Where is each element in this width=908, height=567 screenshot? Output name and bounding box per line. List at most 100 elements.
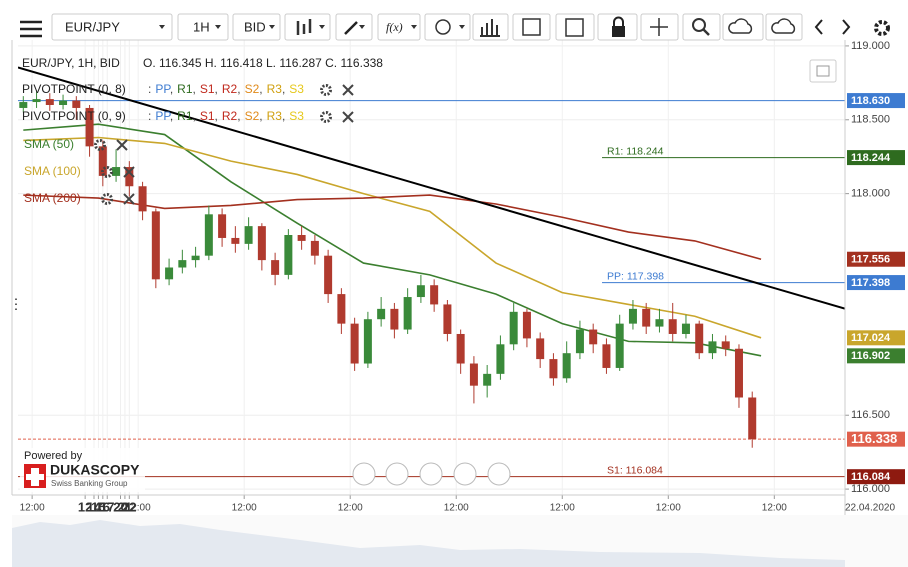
fullscreen-button[interactable] xyxy=(809,59,837,83)
candle-body xyxy=(191,255,200,261)
y-tick-label: 116.000 xyxy=(851,483,890,495)
pivot-level-label: S1: 116.084 xyxy=(607,464,663,476)
candle-body xyxy=(45,99,54,105)
settings-icon[interactable] xyxy=(101,193,113,205)
legend: PIVOTPOINT (0, 8): PP, R1, S1, R2, S2, R3, S3PI… xyxy=(22,82,354,205)
toolbar-button[interactable] xyxy=(424,13,471,41)
trend-line xyxy=(18,66,845,310)
pivot-level-label: PP: 117.398 xyxy=(607,270,664,282)
resize-handle[interactable]: ⋮ xyxy=(9,296,23,312)
powered-by: Powered by xyxy=(24,450,83,462)
remove-icon[interactable] xyxy=(116,139,128,151)
candle-body xyxy=(32,99,41,103)
next-icon[interactable] xyxy=(842,19,851,35)
toolbar-button[interactable] xyxy=(512,13,551,41)
settings-icon[interactable] xyxy=(101,166,113,178)
fullscreen-icon xyxy=(816,65,830,77)
toolbar-button[interactable] xyxy=(866,14,898,40)
toolbar-button[interactable] xyxy=(805,14,832,40)
legend-part: S2 xyxy=(245,109,260,123)
remove-icon[interactable] xyxy=(342,111,354,123)
remove-icon[interactable] xyxy=(342,84,354,96)
nav-button[interactable] xyxy=(453,462,477,486)
nav-button[interactable] xyxy=(385,462,409,486)
sma-line xyxy=(23,194,762,260)
legend-part: , xyxy=(215,109,218,123)
menu-icon[interactable] xyxy=(20,20,42,38)
settings-icon[interactable] xyxy=(874,20,890,36)
legend-part: , xyxy=(282,82,285,96)
legend-part: PP xyxy=(155,109,171,123)
candle-body xyxy=(390,308,399,330)
legend-part: R2 xyxy=(222,109,238,123)
price-badge-label: 117.024 xyxy=(851,332,891,344)
candle-body xyxy=(456,333,465,364)
remove-icon[interactable] xyxy=(123,193,135,205)
price-badge xyxy=(847,469,905,485)
toolbar-button[interactable] xyxy=(335,13,373,41)
legend-name: PIVOTPOINT (0, 9) xyxy=(22,109,126,123)
x-tick-label: 12:00 xyxy=(762,503,787,514)
candle-body xyxy=(695,323,704,354)
nav-button[interactable] xyxy=(487,462,511,486)
toolbar-button[interactable] xyxy=(51,13,173,41)
x-tick-label: 12:00 xyxy=(20,503,45,514)
toolbar-button[interactable] xyxy=(377,13,421,41)
candle-body xyxy=(125,167,134,187)
settings-icon[interactable] xyxy=(94,139,106,151)
lock-icon xyxy=(612,26,625,37)
toolbar-button[interactable] xyxy=(682,13,721,41)
side[interactable]: BID xyxy=(244,19,266,34)
ohlc-info: O. 116.345 H. 116.418 L. 116.287 C. 116.… xyxy=(143,56,383,70)
legend-part: R1 xyxy=(177,82,193,96)
fx[interactable]: f(x) xyxy=(386,20,403,34)
symbol[interactable]: EUR/JPY xyxy=(65,19,120,34)
legend-part: : xyxy=(148,82,151,96)
dropdown-arrow xyxy=(269,25,275,29)
prev-icon[interactable] xyxy=(814,19,823,35)
axes: 116.000 116.500 118.000 118.500 119.000 12:00… xyxy=(20,40,905,514)
x-tick-label: 12:00 xyxy=(126,503,151,514)
zoom-handle xyxy=(702,28,710,36)
dropdown-arrow xyxy=(159,25,165,29)
candle-body xyxy=(310,240,319,256)
candle-body xyxy=(19,102,28,108)
x-axis-date: 22.04.2020 xyxy=(845,503,895,514)
navigation-buttons xyxy=(352,462,511,486)
y-tick-label: 118.500 xyxy=(851,114,890,126)
toolbar-button[interactable] xyxy=(284,13,331,41)
settings-icon[interactable] xyxy=(320,84,332,96)
logo-cross xyxy=(26,468,44,486)
price-badge xyxy=(847,348,905,364)
price-badge xyxy=(847,251,905,267)
legend-part: , xyxy=(237,109,240,123)
nav-button[interactable] xyxy=(352,462,376,486)
settings-icon[interactable] xyxy=(320,111,332,123)
toolbar-button[interactable] xyxy=(232,13,281,41)
toolbar-button[interactable] xyxy=(834,14,860,40)
x-tick-label: 14 xyxy=(87,499,102,514)
legend-part: , xyxy=(170,109,173,123)
legend-part: S3 xyxy=(289,109,304,123)
legend-part: , xyxy=(215,82,218,96)
price-badge xyxy=(847,93,905,109)
candle-body xyxy=(204,214,213,256)
candle-body xyxy=(337,294,346,324)
x-tick-label: 16 xyxy=(96,499,110,514)
toolbar-button[interactable] xyxy=(177,13,229,41)
remove-icon[interactable] xyxy=(123,166,135,178)
x-tick-label: 15 xyxy=(91,499,105,514)
info-icon xyxy=(435,19,451,35)
price-badge-label: 118.244 xyxy=(851,152,891,164)
brand-sub: Swiss Banking Group xyxy=(51,479,128,488)
volume-icon xyxy=(480,19,500,37)
nav-button[interactable] xyxy=(419,462,443,486)
y-tick-label: 118.000 xyxy=(851,188,890,200)
dropdown-arrow xyxy=(319,25,325,29)
sma-line xyxy=(23,136,762,339)
candle-body xyxy=(549,359,558,379)
candle-body xyxy=(350,323,359,364)
period[interactable]: 1H xyxy=(193,19,210,34)
candle-body xyxy=(708,341,717,354)
candle-body xyxy=(218,214,227,238)
